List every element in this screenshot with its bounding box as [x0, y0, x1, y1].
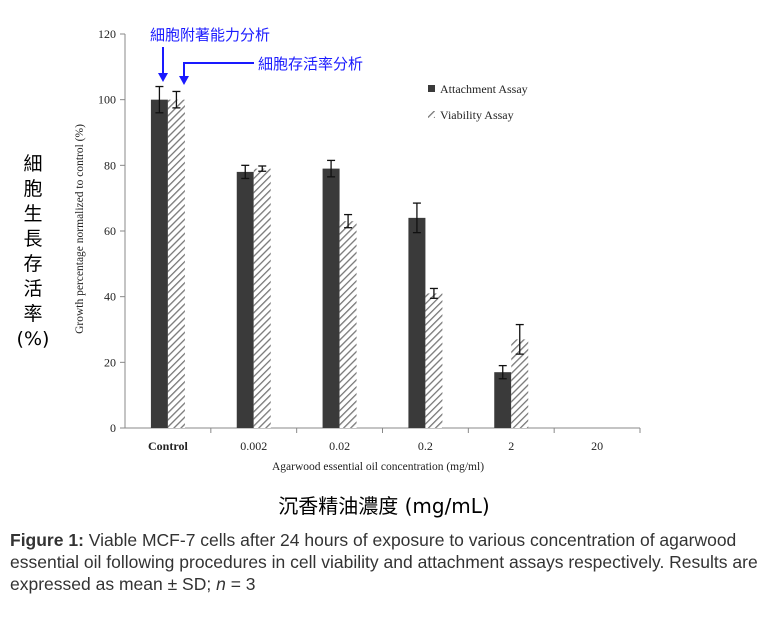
legend: Attachment Assay Viability Assay — [428, 82, 528, 122]
x-tick-label: 0.2 — [418, 439, 433, 453]
bar-viability — [253, 168, 271, 428]
chinese-x-label: 沉香精油濃度 (mg/mL) — [278, 494, 490, 518]
y-tick-label: 20 — [104, 355, 116, 369]
cn-ylabel-char: 細 — [23, 153, 43, 175]
bar-viability — [511, 339, 529, 428]
caption-n-value: = 3 — [225, 574, 256, 594]
bar-viability — [425, 293, 443, 428]
viability-arrow — [179, 62, 254, 85]
y-tick-label: 40 — [104, 290, 116, 304]
chinese-y-label: 細 胞 生 長 存 活 率 (%) — [8, 152, 58, 352]
attachment-arrow — [158, 47, 168, 82]
cn-ylabel-char: 率 — [23, 303, 43, 325]
x-tick-label: 0.02 — [329, 439, 350, 453]
bar-attachment — [236, 171, 254, 428]
annotation-layer: 細胞附著能力分析 細胞存活率分析 — [150, 26, 363, 85]
y-tick-label: 0 — [110, 421, 116, 435]
cn-ylabel-char: 長 — [23, 228, 43, 250]
legend-swatch-attachment — [428, 85, 435, 92]
figure-caption: Figure 1: Viable MCF-7 cells after 24 ho… — [10, 529, 762, 595]
y-tick-label: 120 — [98, 27, 116, 41]
legend-swatch-viability — [428, 111, 435, 118]
x-tick-label: 20 — [591, 439, 603, 453]
legend-label-viability: Viability Assay — [440, 108, 514, 122]
bar-viability — [339, 221, 357, 428]
attachment-annotation: 細胞附著能力分析 — [150, 26, 270, 44]
cn-ylabel-char: 存 — [23, 253, 43, 275]
x-tick-label: 2 — [508, 439, 514, 453]
bar-viability — [167, 99, 185, 429]
caption-text: Viable MCF-7 cells after 24 hours of exp… — [10, 530, 758, 594]
plot-area: 0 20 40 60 80 100 120 Control 0.002 0.02 0.2 2 20 — [98, 27, 641, 453]
caption-n-variable: n — [216, 574, 226, 594]
cn-ylabel-char: 生 — [23, 203, 43, 225]
cn-ylabel-char: 胞 — [23, 178, 43, 200]
y-tick-label: 60 — [104, 224, 116, 238]
y-tick-label: 80 — [104, 158, 116, 172]
caption-label: Figure 1: — [10, 530, 84, 550]
bar-attachment — [408, 217, 426, 428]
bar-attachment — [322, 168, 340, 428]
legend-label-attachment: Attachment Assay — [440, 82, 528, 96]
viability-annotation: 細胞存活率分析 — [258, 55, 363, 73]
y-axis-title: Growth percentage normalized to control … — [74, 124, 86, 334]
x-tick-label: Control — [148, 439, 188, 453]
x-axis-title: Agarwood essential oil concentration (mg… — [272, 461, 484, 473]
cn-ylabel-unit: (%) — [16, 328, 50, 350]
x-tick-label: 0.002 — [240, 439, 267, 453]
bar-attachment — [494, 372, 512, 428]
bar-chart: 0 20 40 60 80 100 120 Control 0.002 0.02 0.2 2 20 At… — [74, 26, 641, 473]
cn-ylabel-char: 活 — [23, 278, 43, 300]
bar-attachment — [150, 99, 168, 429]
y-tick-label: 100 — [98, 93, 116, 107]
